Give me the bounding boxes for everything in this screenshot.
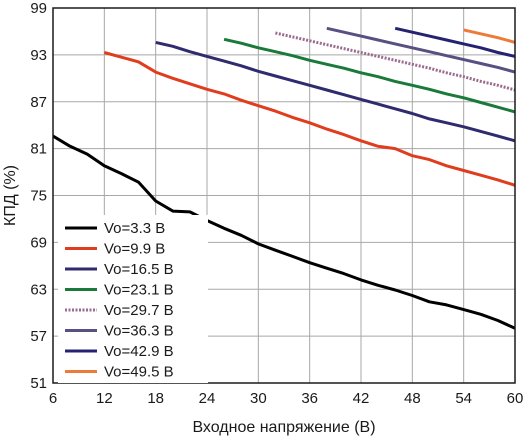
y-tick-label: 75 — [30, 188, 47, 205]
y-axis-label: КПД (%) — [2, 165, 19, 226]
x-tick-label: 48 — [404, 390, 421, 407]
series-line — [326, 26, 516, 74]
series-line — [275, 31, 516, 92]
y-tick-label: 99 — [30, 0, 47, 17]
x-tick-label: 24 — [199, 390, 216, 407]
x-tick-label: 42 — [353, 390, 370, 407]
legend-label: Vo=16.5 В — [104, 261, 174, 278]
x-tick-label: 36 — [301, 390, 318, 407]
legend-label: Vo=36.3 В — [104, 323, 174, 340]
x-tick-label: 60 — [507, 390, 524, 407]
x-tick-label: 6 — [49, 390, 57, 407]
legend-label: Vo=49.5 В — [104, 364, 174, 381]
plot-frame — [52, 7, 516, 384]
y-tick-label: 93 — [30, 47, 47, 64]
series-line — [52, 134, 516, 330]
x-axis-label: Входное напряжение (В) — [192, 419, 375, 436]
y-tick-labels: 51 57 63 69 75 81 87 93 99 — [30, 0, 47, 392]
legend: Vo=3.3 В Vo=9.9 В Vo=16.5 В Vo=23.1 В Vo=29.… — [58, 215, 208, 383]
y-tick-label: 63 — [30, 281, 47, 298]
legend-label: Vo=9.9 В — [104, 241, 165, 258]
series-line — [103, 51, 516, 187]
series-lines — [52, 26, 516, 330]
legend-label: Vo=3.3 В — [104, 220, 165, 237]
x-tick-label: 18 — [147, 390, 164, 407]
y-tick-label: 69 — [30, 234, 47, 251]
x-tick-label: 12 — [96, 390, 113, 407]
legend-label: Vo=42.9 В — [104, 343, 174, 360]
y-tick-label: 81 — [30, 141, 47, 158]
y-tick-label: 51 — [30, 375, 47, 392]
series-line — [155, 40, 516, 143]
series-line — [394, 26, 516, 58]
legend-label: Vo=23.1 В — [104, 282, 174, 299]
x-tick-label: 30 — [250, 390, 267, 407]
series-line — [223, 37, 516, 114]
series-line — [463, 28, 516, 44]
x-tick-labels: 6 12 18 24 30 36 42 48 54 60 — [49, 390, 524, 407]
y-tick-label: 87 — [30, 94, 47, 111]
legend-label: Vo=29.7 В — [104, 302, 174, 319]
x-tick-label: 54 — [455, 390, 472, 407]
y-tick-label: 57 — [30, 328, 47, 345]
legend-background — [58, 215, 208, 383]
